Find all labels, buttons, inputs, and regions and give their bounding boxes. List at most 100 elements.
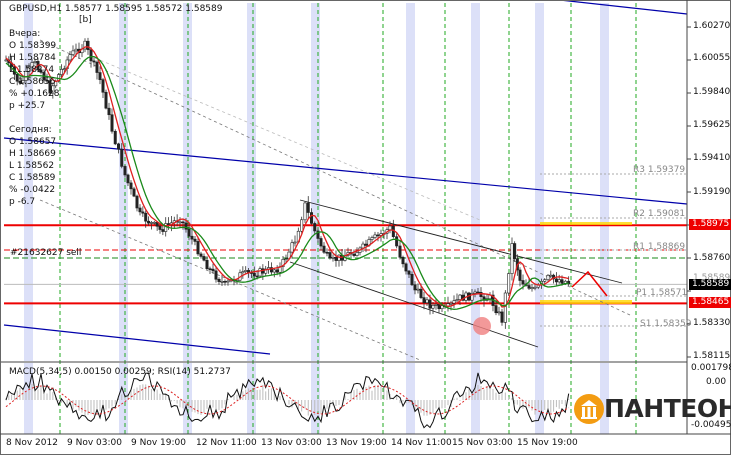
candle-body — [113, 130, 117, 145]
candle-body — [48, 80, 52, 94]
session-band — [311, 3, 320, 361]
candle-body — [398, 245, 402, 258]
candle-body — [196, 241, 200, 255]
candle-body — [328, 252, 332, 259]
candle-body — [45, 79, 49, 82]
candle-body — [543, 279, 547, 282]
candle-body — [479, 292, 483, 298]
today-low: L 1.58562 — [9, 161, 55, 171]
candle-body — [331, 257, 335, 259]
candle-body — [560, 279, 564, 284]
candlesticks — [4, 37, 571, 329]
candle-body — [214, 270, 218, 280]
candle-body — [193, 238, 197, 242]
candle-body — [21, 80, 25, 84]
candle-body — [135, 195, 139, 209]
order-label[interactable]: #21632627 sell — [10, 248, 82, 258]
candle-body — [290, 242, 294, 253]
time-tick: 12 Nov 11:00 — [196, 438, 257, 448]
candle-body — [269, 267, 273, 273]
price-tick: 1.58330 — [693, 318, 731, 328]
resistance-price-tag: 1.58975 — [689, 219, 731, 230]
candle-body — [476, 291, 480, 294]
falling-channel-top — [299, 199, 623, 284]
price-tick: 1.58115 — [693, 351, 731, 361]
yesterday-title: Вчера: — [9, 29, 41, 39]
candle-body — [181, 221, 185, 224]
candle-body — [107, 107, 111, 116]
candle-body — [59, 68, 63, 75]
candle-body — [355, 252, 359, 256]
candle-body — [18, 80, 22, 84]
yesterday-points: p +25.7 — [9, 101, 46, 111]
session-band — [406, 3, 415, 361]
candle-body — [452, 300, 456, 304]
candle-body — [255, 275, 259, 278]
candle-body — [220, 281, 224, 283]
session-band — [600, 3, 609, 361]
today-high: H 1.58669 — [9, 149, 56, 159]
candle-body — [337, 254, 341, 261]
candle-body — [521, 280, 525, 285]
candle-body — [431, 305, 435, 309]
candle-body — [51, 85, 55, 94]
candle-body — [199, 253, 203, 257]
candle-body — [158, 225, 162, 230]
candle-body — [507, 273, 511, 294]
price-tick: 1.60270 — [693, 21, 731, 31]
candle-body — [549, 274, 553, 277]
price-tick: 1.59410 — [693, 153, 731, 163]
candle-body — [208, 268, 212, 270]
candle-body — [546, 275, 550, 281]
candle-body — [272, 269, 276, 273]
rsi-line — [5, 372, 570, 429]
indicator-series — [5, 372, 570, 429]
candle-body — [117, 143, 121, 150]
candle-body — [83, 40, 87, 50]
candle-body — [89, 49, 93, 62]
indicator-tick: 0.001798 — [691, 363, 731, 373]
session-band — [406, 363, 415, 434]
candle-body — [187, 228, 191, 237]
projection-arrow — [571, 270, 608, 297]
candle-body — [500, 311, 504, 323]
candle-body — [425, 299, 429, 304]
candle-body — [39, 69, 43, 73]
candle-body — [211, 268, 215, 272]
candle-body — [138, 207, 142, 213]
candle-body — [306, 202, 310, 213]
today-close: C 1.58589 — [9, 173, 56, 183]
channel-line — [559, 0, 688, 15]
session-band — [24, 3, 33, 361]
yesterday-close: C 1.58656 — [9, 77, 56, 87]
macd-signal-line — [5, 385, 569, 415]
pivot-zone — [540, 222, 632, 225]
candle-body — [129, 182, 133, 190]
candle-body — [161, 229, 165, 232]
today-title: Сегодня: — [9, 125, 52, 135]
candle-body — [410, 273, 414, 286]
candle-body — [533, 286, 537, 289]
time-tick: 13 Nov 03:00 — [261, 438, 322, 448]
candle-body — [68, 54, 72, 61]
candle-body — [281, 259, 285, 267]
candle-body — [303, 202, 307, 221]
candle-body — [379, 233, 383, 236]
price-tick: 1.59625 — [693, 120, 731, 130]
candle-body — [557, 279, 561, 283]
trend-line — [94, 57, 481, 221]
candle-body — [494, 305, 498, 314]
candle-body — [149, 222, 153, 224]
candle-body — [123, 166, 127, 176]
yesterday-high: H 1.58784 — [9, 53, 56, 63]
pivot-r2-label: R2 1.59081 — [633, 209, 686, 219]
time-tick: 13 Nov 19:00 — [326, 438, 387, 448]
time-tick: 15 Nov 03:00 — [452, 438, 513, 448]
candle-body — [319, 238, 323, 247]
candle-body — [554, 278, 558, 283]
candle-body — [101, 79, 105, 93]
pivot-p1-label: P1 1.58571 — [636, 288, 688, 298]
